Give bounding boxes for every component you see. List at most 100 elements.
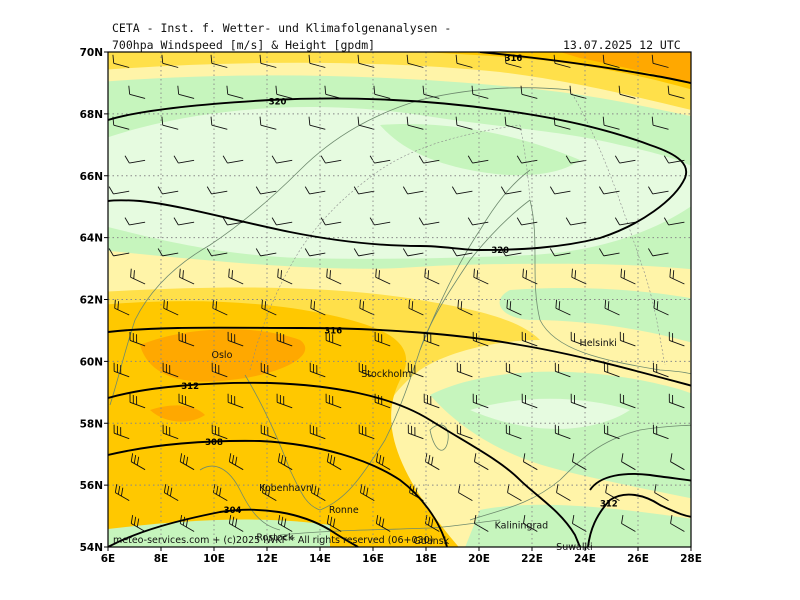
wind-barb <box>571 514 587 532</box>
wind-barb <box>211 362 228 378</box>
wind-barb <box>275 85 293 99</box>
wind-barb <box>375 268 391 285</box>
wind-barb <box>130 514 146 532</box>
y-tick-label: 62N <box>80 295 103 307</box>
x-tick-label: 18E <box>415 553 437 565</box>
wind-barb <box>163 484 179 501</box>
wind-barb <box>648 248 669 257</box>
wind-barb <box>228 453 244 471</box>
wind-barb <box>472 393 489 409</box>
south-coast <box>279 519 501 536</box>
wind-barb <box>653 299 669 316</box>
wind-barbs-layer <box>108 54 685 532</box>
contour-label: 312 <box>600 500 618 510</box>
wind-barb <box>602 116 620 130</box>
wind-barb <box>374 331 391 347</box>
wind-barb <box>320 217 342 226</box>
wind-barb <box>277 453 293 471</box>
norway-coast <box>109 87 571 406</box>
wind-barb <box>505 362 522 378</box>
wind-fill-layer <box>108 52 691 547</box>
wind-barb <box>113 424 130 440</box>
wind-band-very-light-green-core <box>108 107 691 259</box>
wind-barb <box>276 393 293 409</box>
wind-barb <box>599 248 620 257</box>
wind-barb <box>507 484 522 501</box>
wind-barb <box>424 268 440 285</box>
y-tick-label: 60N <box>80 356 103 368</box>
wind-barb <box>651 116 669 130</box>
wind-barb <box>173 217 195 226</box>
wind-barb <box>614 217 636 226</box>
baltic-east-coast <box>469 424 691 521</box>
wind-barb <box>473 514 489 532</box>
wind-barb <box>402 248 424 257</box>
wind-barb <box>210 54 228 68</box>
wind-barb <box>618 85 636 99</box>
y-tick-label: 70N <box>80 47 103 59</box>
wind-barb <box>406 116 424 130</box>
wind-barb <box>325 331 342 347</box>
wind-barb <box>309 424 326 440</box>
wind-barb <box>375 453 391 471</box>
wind-barb <box>408 299 424 316</box>
wind-barb <box>667 85 685 99</box>
wind-barb <box>304 186 326 195</box>
wind-band-green-arc <box>380 124 580 176</box>
wind-barb <box>157 186 179 195</box>
contour-312 <box>108 381 581 547</box>
x-tick-label: 14E <box>309 553 331 565</box>
wind-barb <box>212 299 228 316</box>
x-tick-label: 24E <box>574 553 596 565</box>
wind-barb <box>473 453 489 471</box>
wind-barb <box>310 299 326 316</box>
y-tick-label: 68N <box>80 109 103 121</box>
city-label: Kobenhavn <box>259 483 312 494</box>
contour-label: 316 <box>324 326 342 336</box>
coastline-layer <box>109 87 691 536</box>
wind-barb <box>556 484 571 501</box>
wind-barb <box>179 268 195 285</box>
wind-barb <box>128 85 146 99</box>
wind-barb <box>112 54 130 68</box>
wind-barb <box>369 155 391 164</box>
contour-316-north <box>479 52 691 85</box>
y-tick-label: 66N <box>80 171 103 183</box>
wind-barb <box>222 155 244 164</box>
wind-barb <box>570 393 587 409</box>
wind-barb <box>373 85 391 99</box>
wind-barb <box>554 424 571 440</box>
wind-barb <box>520 85 538 99</box>
header-product: 700hpa Windspeed [m/s] & Height [gpdm] <box>112 38 376 52</box>
wind-band-green-helsinki <box>499 288 691 343</box>
wind-barb <box>212 484 228 501</box>
wind-barb <box>504 54 522 68</box>
wind-barb <box>418 155 440 164</box>
wind-barb <box>455 116 473 130</box>
wind-barb <box>451 186 473 195</box>
height-contours <box>108 52 691 547</box>
wind-band-green-southeast <box>465 504 691 547</box>
wind-barb <box>260 362 277 378</box>
wind-barb <box>130 268 146 285</box>
wind-barb <box>114 484 130 501</box>
city-label: Gdansk <box>413 536 449 547</box>
wind-barb <box>124 217 146 226</box>
contour-label: 320 <box>269 98 287 108</box>
wind-barb <box>473 268 489 285</box>
x-tick-label: 28E <box>680 553 702 565</box>
wind-barb <box>407 362 424 378</box>
wind-barb <box>161 116 179 130</box>
wind-barb <box>271 155 293 164</box>
header-datetime: 13.07.2025 12 UTC <box>563 38 681 52</box>
wind-barb <box>310 484 326 501</box>
wind-barb <box>554 362 571 378</box>
wind-barb <box>516 217 538 226</box>
wind-barb <box>621 453 636 471</box>
city-label: Rostock <box>256 533 294 544</box>
wind-barb <box>555 299 571 316</box>
wind-barb <box>227 393 244 409</box>
wind-barb <box>157 248 179 257</box>
wind-barb <box>163 299 179 316</box>
